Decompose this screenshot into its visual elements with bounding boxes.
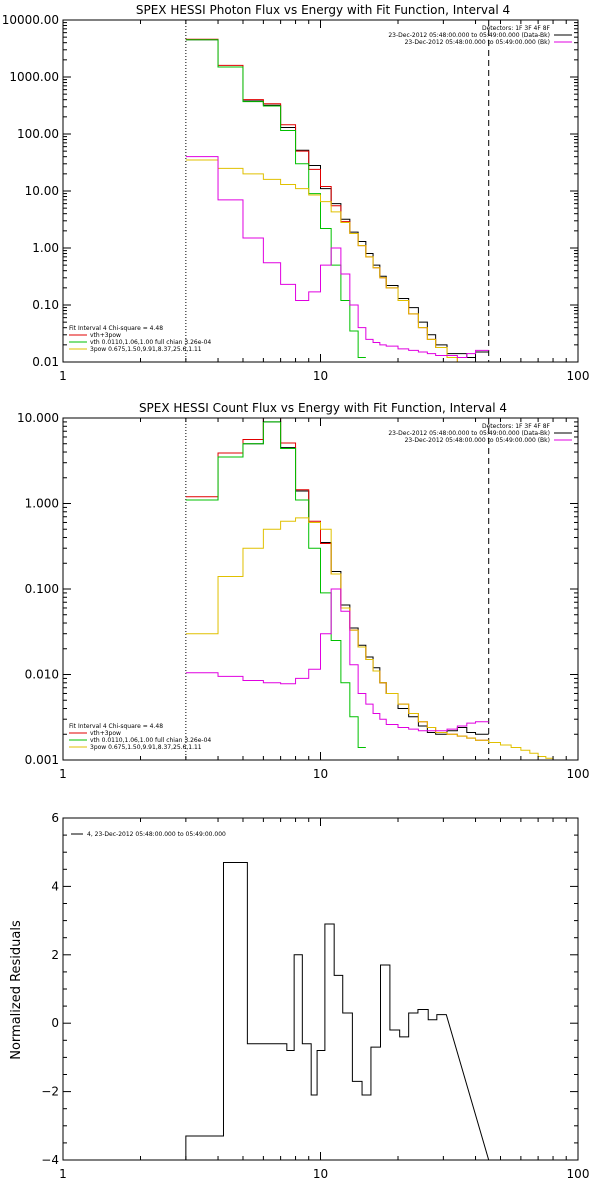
photon-flux-panel: SPEX HESSI Photon Flux vs Energy with Fi… bbox=[2, 3, 590, 383]
series-background bbox=[185, 588, 489, 732]
residuals-legend: 4, 23-Dec-2012 05:48:00.000 to 05:49:00.… bbox=[71, 831, 226, 838]
count-flux-series bbox=[185, 418, 578, 760]
y-tick-label: 10.000 bbox=[17, 411, 59, 425]
legend-bottomleft-text: vth 0.0110,1.06,1.00 full chian 3.26e-04 bbox=[90, 737, 211, 744]
residuals-plot-frame bbox=[62, 817, 579, 1161]
legend-topright-text: Detectors: 1F 3F 4F 8F bbox=[482, 25, 551, 32]
x-tick-label: 1 bbox=[59, 1167, 67, 1181]
residuals-legend-text: 4, 23-Dec-2012 05:48:00.000 to 05:49:00.… bbox=[87, 831, 226, 838]
y-tick-label: 0.01 bbox=[32, 355, 59, 369]
legend-topright-text: 23-Dec-2012 05:48:00.000 to 05:49:00.000… bbox=[405, 437, 550, 444]
legend-topright-text: 23-Dec-2012 05:48:00.000 to 05:49:00.000… bbox=[405, 39, 550, 46]
residuals-series bbox=[185, 861, 490, 1160]
residuals-panel: Normalized Residuals 1 10 100 −4 −2 0 2 4 6 4, 2… bbox=[9, 811, 589, 1181]
y-tick-label: 1.000 bbox=[25, 497, 59, 511]
legend-bottomleft-text: vth+3pow bbox=[90, 730, 121, 737]
count-flux-axes: 1 10 100 0.001 0.010 0.100 1.000 10.000 bbox=[17, 411, 589, 781]
y-tick-label: 2 bbox=[51, 948, 59, 962]
y-tick-label: −2 bbox=[41, 1085, 59, 1099]
x-tick-label: 10 bbox=[313, 1167, 328, 1181]
series-residuals bbox=[185, 861, 490, 1160]
legend-topright-text: 23-Dec-2012 05:48:00.000 to 05:49:00.000… bbox=[388, 32, 550, 39]
y-tick-label: 1.00 bbox=[32, 241, 59, 255]
y-tick-label: 0.001 bbox=[25, 753, 59, 767]
series-power-law bbox=[185, 517, 578, 760]
count-flux-panel: SPEX HESSI Count Flux vs Energy with Fit… bbox=[17, 401, 589, 781]
photon-flux-series bbox=[185, 20, 490, 362]
series-data-bk bbox=[185, 39, 489, 358]
x-tick-label: 10 bbox=[313, 767, 328, 781]
series-model bbox=[185, 418, 489, 741]
series-thermal bbox=[185, 39, 366, 358]
legend-bottomleft-text: 3pow 0.675,1.50,9.91,8.37,25.6,1.11 bbox=[90, 346, 202, 353]
y-tick-label: 1000.00 bbox=[9, 70, 59, 84]
x-tick-label: 100 bbox=[567, 767, 590, 781]
y-tick-label: 4 bbox=[51, 879, 59, 893]
x-tick-label: 100 bbox=[567, 1167, 590, 1181]
legend-bottomleft-text: vth+3pow bbox=[90, 332, 121, 339]
photon-flux-title: SPEX HESSI Photon Flux vs Energy with Fi… bbox=[136, 3, 510, 17]
y-tick-label: 0.100 bbox=[25, 582, 59, 596]
y-tick-label: 10.00 bbox=[25, 184, 59, 198]
y-tick-label: 0 bbox=[51, 1016, 59, 1030]
photon-flux-plot-frame bbox=[62, 19, 579, 363]
x-tick-label: 10 bbox=[313, 369, 328, 383]
legend-bottomleft-text: Fit Interval 4 Chi-square = 4.48 bbox=[69, 723, 163, 730]
count-flux-title: SPEX HESSI Count Flux vs Energy with Fit… bbox=[139, 401, 507, 415]
x-tick-label: 100 bbox=[567, 369, 590, 383]
residuals-axes: 1 10 100 −4 −2 0 2 4 6 bbox=[41, 811, 589, 1181]
residuals-y-axis-label: Normalized Residuals bbox=[9, 920, 24, 1060]
series-background bbox=[185, 156, 489, 358]
legend-topright-text: Detectors: 1F 3F 4F 8F bbox=[482, 423, 551, 430]
y-tick-label: 100.00 bbox=[17, 127, 59, 141]
x-tick-label: 1 bbox=[59, 767, 67, 781]
series-power-law bbox=[185, 159, 468, 362]
y-tick-label: 10000.00 bbox=[2, 13, 59, 27]
series-data-bk bbox=[185, 421, 489, 735]
y-tick-label: 6 bbox=[51, 811, 59, 825]
legend-bottomleft-text: 3pow 0.675,1.50,9.91,8.37,25.6,1.11 bbox=[90, 744, 202, 751]
legend-bottomleft-text: Fit Interval 4 Chi-square = 4.48 bbox=[69, 325, 163, 332]
photon-flux-axes: 1 10 100 0.01 0.10 1.00 10.00 100.00 1000.00 1000… bbox=[2, 13, 590, 383]
y-tick-label: −4 bbox=[41, 1153, 59, 1167]
series-thermal bbox=[185, 421, 366, 749]
y-tick-label: 0.010 bbox=[25, 668, 59, 682]
x-tick-label: 1 bbox=[59, 369, 67, 383]
y-tick-label: 0.10 bbox=[32, 298, 59, 312]
legend-topright-text: 23-Dec-2012 05:48:00.000 to 05:49:00.000… bbox=[388, 430, 550, 437]
legend-bottomleft-text: vth 0.0110,1.06,1.00 full chian 3.26e-04 bbox=[90, 339, 211, 346]
